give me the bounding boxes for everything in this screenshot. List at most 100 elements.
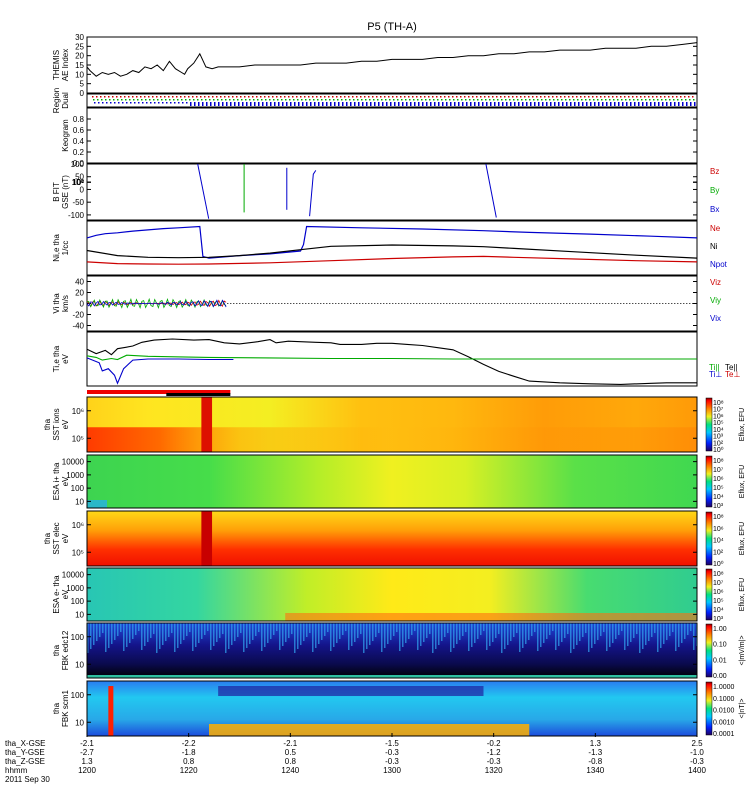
region-mark [558, 102, 560, 106]
spectrogram-5-low [209, 724, 530, 736]
region-mark [556, 96, 558, 98]
spectrogram-4-stripe [630, 623, 632, 642]
time-row-1-value-5: -1.3 [588, 748, 602, 757]
region-mark [104, 96, 106, 98]
region-mark [676, 96, 678, 98]
region-mark [645, 99, 647, 101]
region-mark [177, 99, 179, 101]
region-mark [550, 102, 552, 106]
region-mark [332, 96, 334, 98]
spectrogram-4-stripe [345, 623, 347, 631]
density-ticklabel-2: 10⁰ [72, 178, 84, 187]
region-mark [617, 99, 619, 101]
velocity-label-1: km/s [61, 295, 70, 312]
region-mark [181, 99, 183, 101]
region-mark [382, 102, 384, 106]
temperature-label-0: Ti,e tha [52, 345, 61, 372]
region-mark [98, 102, 100, 104]
region-mark [305, 99, 307, 101]
region-mark [333, 99, 335, 101]
region-mark [426, 102, 428, 106]
spectrogram-4-stripe [258, 623, 260, 632]
region-mark [480, 96, 482, 98]
time-row-2-value-4: -0.3 [487, 757, 501, 766]
spectrogram-4-stripe [255, 623, 257, 636]
region-mark [440, 96, 442, 98]
spectrogram-4-stripe [666, 623, 668, 640]
spectrogram-4-stripe [486, 623, 488, 650]
region-mark [365, 99, 367, 101]
region-mark [350, 102, 352, 106]
density-legend-2: Npot [710, 260, 728, 269]
time-row-1-value-1: -1.8 [182, 748, 196, 757]
bfit-segment-0 [197, 163, 210, 219]
spectrogram-4-stripe [363, 623, 365, 653]
region-mark [216, 96, 218, 98]
region-mark [568, 96, 570, 98]
region-mark [273, 99, 275, 101]
spectrogram-4-stripe [273, 623, 275, 635]
region-mark [430, 102, 432, 106]
colorbar-0-tick-6: 10² [713, 440, 724, 447]
region-mark [297, 99, 299, 101]
spectrogram-4-stripe [624, 623, 626, 650]
region-mark [490, 102, 492, 106]
region-mark [342, 102, 344, 106]
spectrogram-4-stripe [117, 623, 119, 636]
colorbar-0-tick-7: 10⁰ [713, 446, 724, 454]
spectrogram-4-stripe [531, 623, 533, 636]
region-mark [249, 99, 251, 101]
region-mark [357, 99, 359, 101]
region-mark [658, 102, 660, 106]
time-row-1-value-3: -0.3 [385, 748, 399, 757]
region-mark [292, 96, 294, 98]
spectrogram-4-stripe [312, 623, 314, 652]
region-mark [438, 102, 440, 106]
region-mark [624, 96, 626, 98]
temperature-series-1 [86, 354, 697, 361]
region-mark [504, 96, 506, 98]
region-mark [689, 99, 691, 101]
region-mark [329, 99, 331, 101]
spectrogram-2-label-0: tha [43, 532, 52, 544]
region-mark [380, 96, 382, 98]
spectrogram-4-stripe [561, 623, 563, 642]
region-mark [208, 96, 210, 98]
region-mark [436, 96, 438, 98]
region-mark [692, 96, 694, 98]
region-mark [96, 96, 98, 98]
density-series-1 [86, 244, 698, 259]
time-row-label-2: tha_Z-GSE [5, 757, 45, 766]
region-mark [114, 102, 116, 104]
colorbar-0-tick-4: 10⁴ [713, 427, 724, 434]
spectrogram-4-stripe [663, 623, 665, 644]
region-mark [110, 102, 112, 104]
spectrogram-4-stripe [576, 623, 578, 645]
spectrogram-4-stripe [687, 623, 689, 635]
spectrogram-4-stripe [444, 623, 446, 637]
spectrogram-4-stripe [435, 623, 437, 649]
spectrogram-1-panel [86, 454, 698, 509]
region-mark [632, 96, 634, 98]
region-mark [452, 96, 454, 98]
region-mark [248, 96, 250, 98]
region-mark [518, 102, 520, 106]
colorbar-2-label: Eflux, EFU [739, 522, 746, 555]
spectrogram-4-stripe [270, 623, 272, 639]
region-mark [362, 102, 364, 106]
region-mark [574, 102, 576, 106]
region-mark [469, 99, 471, 101]
region-mark [406, 102, 408, 106]
spectrogram-4-stripe [414, 623, 416, 631]
colorbar-1-tick-5: 10³ [713, 503, 724, 510]
spectrogram-4-stripe [393, 623, 395, 636]
temperature-label-1: eV [61, 353, 70, 363]
spectrogram-4-stripe [612, 623, 614, 643]
spectrogram-4-stripe [678, 623, 680, 647]
spectrogram-4-label-1: FBK edc12 [61, 630, 70, 670]
time-row-3-value-0: 1200 [78, 766, 96, 775]
spectrogram-4-stripe [606, 623, 608, 651]
region-mark [352, 96, 354, 98]
region-mark [686, 102, 688, 106]
